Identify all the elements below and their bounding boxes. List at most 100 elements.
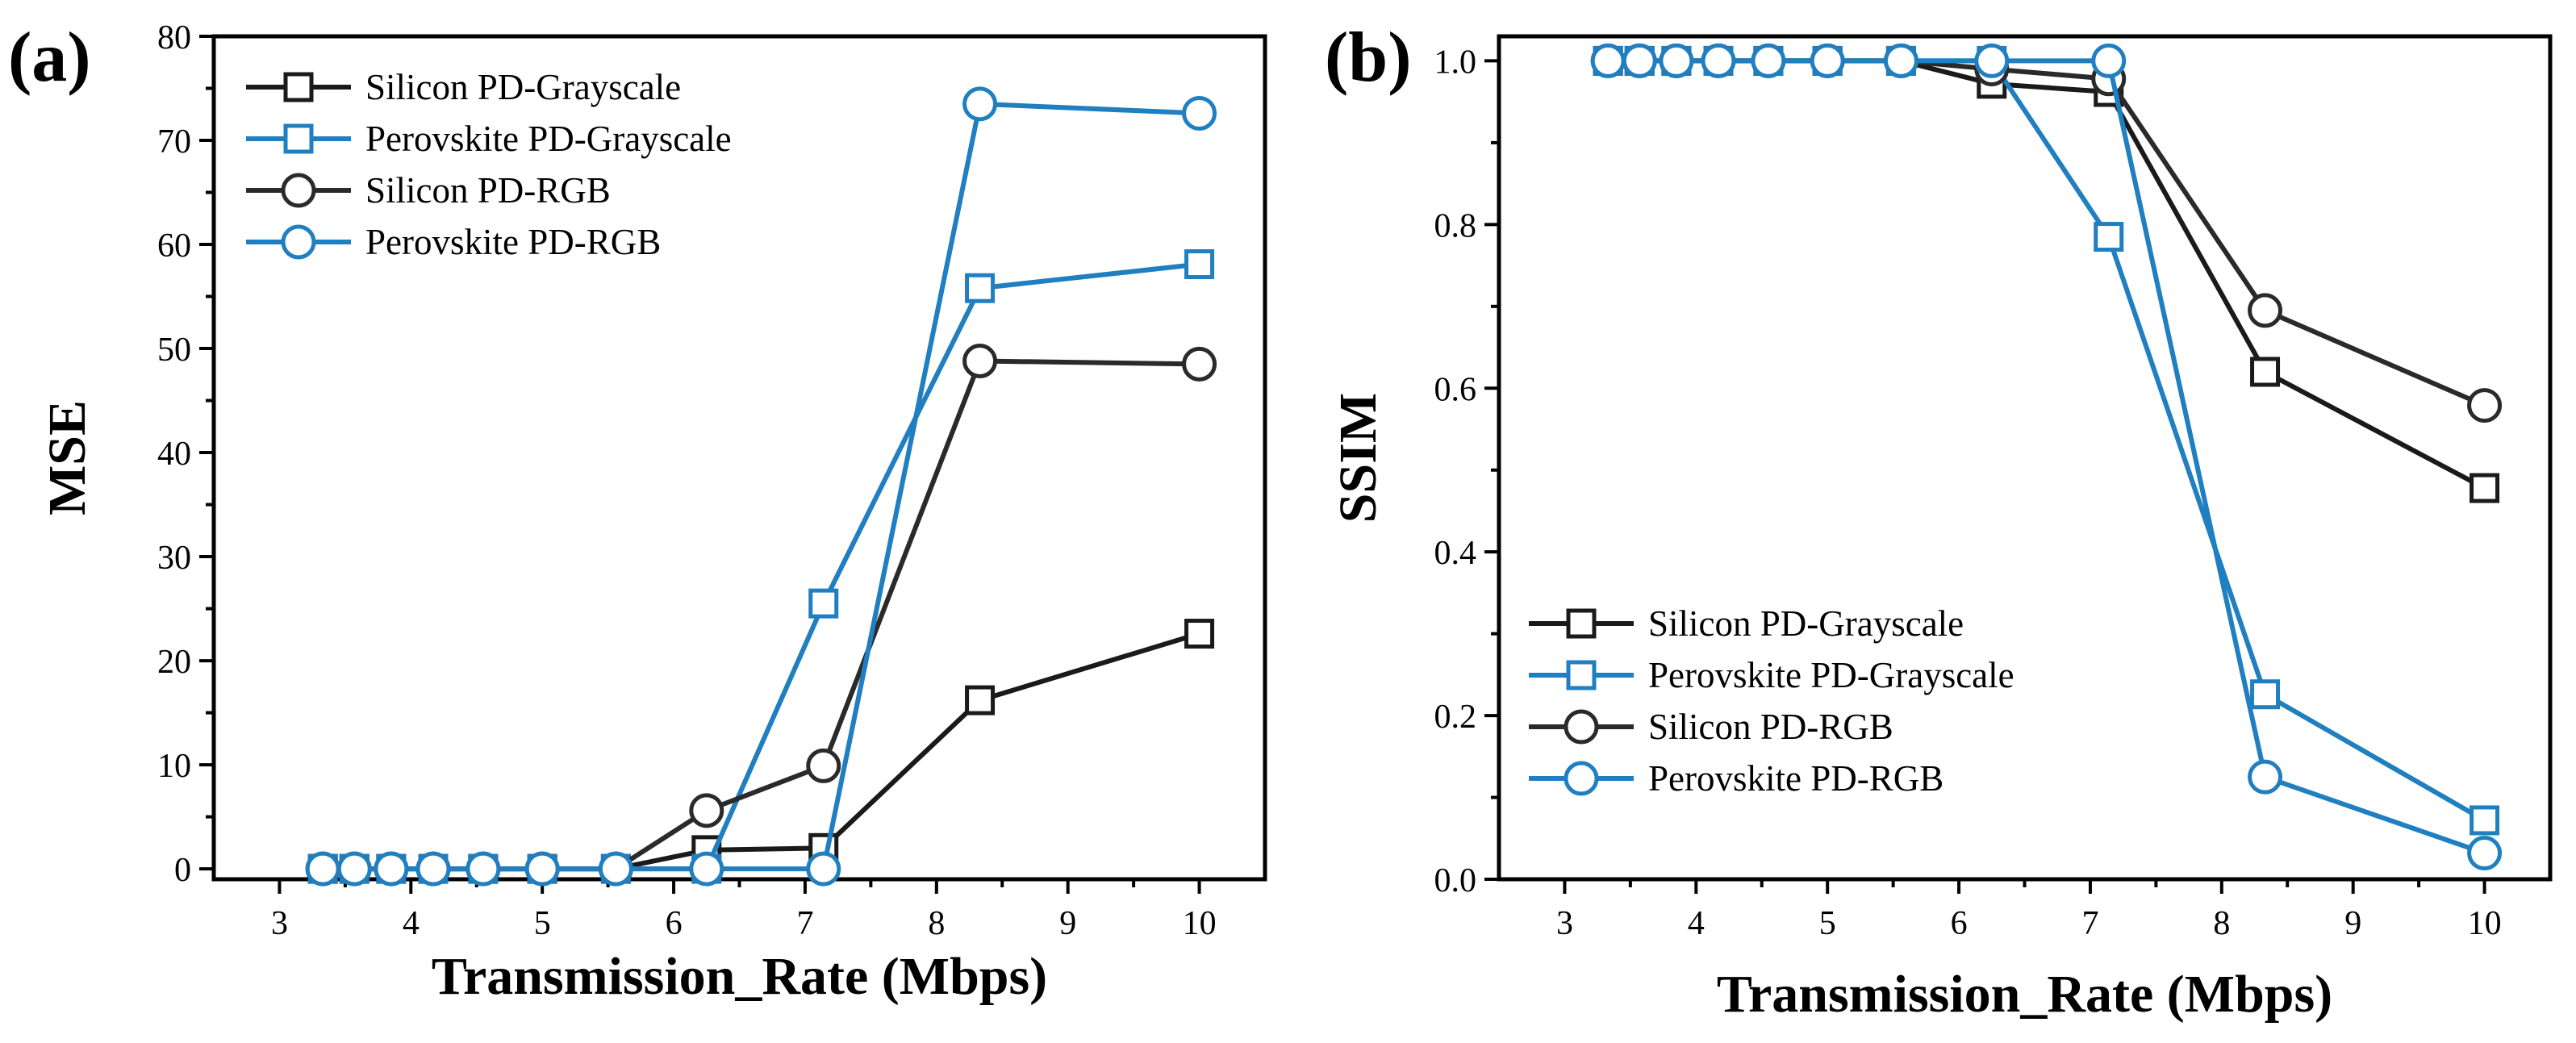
y-tick-label: 0.4 bbox=[1434, 535, 1477, 572]
data-point bbox=[965, 685, 996, 715]
x-tick-label: 9 bbox=[1059, 905, 1076, 942]
legend-marker bbox=[1566, 660, 1597, 690]
x-axis-title: Transmission_Rate (Mbps) bbox=[432, 947, 1047, 1006]
data-point bbox=[965, 273, 996, 303]
panel-b-ssim-chart: 3 4 5 6 7 8 9 10 0.0 0.2 0.4 0.6 0.8 1.0 Transmission_… bbox=[1325, 19, 2553, 1024]
data-point bbox=[2094, 222, 2124, 252]
y-tick-label: 0.0 bbox=[1434, 862, 1477, 899]
data-point bbox=[1810, 43, 1845, 78]
panel-label: (b) bbox=[1325, 19, 1412, 97]
y-tick-label: 10 bbox=[157, 748, 191, 785]
legend-marker bbox=[281, 224, 316, 260]
data-point bbox=[524, 851, 560, 887]
y-tick-label: 30 bbox=[157, 540, 191, 577]
plot-frame bbox=[211, 34, 1267, 882]
y-tick-label: 50 bbox=[157, 332, 191, 369]
legend-entry: Perovskite PD-Grayscale bbox=[365, 119, 732, 159]
data-point bbox=[808, 588, 839, 619]
data-point bbox=[2470, 473, 2500, 503]
y-tick-label: 40 bbox=[157, 436, 191, 473]
data-point bbox=[1883, 43, 1918, 78]
series-line bbox=[1608, 58, 2486, 408]
data-point bbox=[466, 851, 501, 887]
data-point bbox=[2470, 805, 2500, 836]
x-tick-label: 10 bbox=[2468, 905, 2502, 942]
legend-marker bbox=[281, 173, 316, 208]
data-point bbox=[2248, 293, 2283, 328]
legend-marker bbox=[283, 123, 314, 154]
data-point bbox=[1701, 43, 1736, 78]
data-point bbox=[2467, 388, 2503, 423]
legend-marker bbox=[1564, 709, 1599, 745]
data-point bbox=[1184, 249, 1215, 280]
plot-frame bbox=[1497, 34, 2553, 882]
legend-entry: Silicon PD-RGB bbox=[365, 170, 611, 211]
x-tick-label: 6 bbox=[1951, 905, 1968, 942]
y-tick-label: 0.8 bbox=[1434, 207, 1477, 244]
data-point bbox=[336, 851, 372, 887]
series-line bbox=[1608, 58, 2486, 490]
x-tick-label: 9 bbox=[2344, 905, 2361, 942]
legend: Silicon PD-Grayscale Perovskite PD-Graysc… bbox=[246, 67, 732, 262]
y-tick-label: 0 bbox=[174, 852, 191, 889]
data-point bbox=[1751, 43, 1786, 78]
x-tick-label: 7 bbox=[796, 905, 813, 942]
data-point bbox=[689, 793, 724, 828]
x-tick-label: 8 bbox=[928, 905, 945, 942]
series-line bbox=[323, 261, 1200, 872]
data-point bbox=[962, 86, 998, 122]
panel-a-mse-chart: 3 4 5 6 7 8 9 10 0 10 20 30 40 50 60 70 80 Transmission_R… bbox=[8, 19, 1267, 1006]
data-point bbox=[1184, 619, 1215, 649]
series-perovskite-pd-rgb bbox=[305, 86, 1217, 887]
data-point bbox=[1182, 346, 1217, 382]
x-axis-title: Transmission_Rate (Mbps) bbox=[1717, 965, 2332, 1024]
y-tick-label: 80 bbox=[157, 19, 191, 56]
y-tick-label: 0.6 bbox=[1434, 371, 1477, 408]
legend: Silicon PD-Grayscale Perovskite PD-Graysc… bbox=[1529, 603, 2014, 799]
legend-entry: Silicon PD-Grayscale bbox=[1648, 603, 1964, 644]
legend-entry: Silicon PD-RGB bbox=[1648, 707, 1893, 747]
x-tick-label: 5 bbox=[1819, 905, 1836, 942]
data-point bbox=[962, 344, 998, 379]
series-silicon-pd-grayscale bbox=[1593, 45, 2500, 503]
panel-label: (a) bbox=[8, 19, 91, 97]
data-point bbox=[1590, 43, 1626, 78]
legend-entry: Silicon PD-Grayscale bbox=[365, 67, 681, 107]
data-point bbox=[374, 851, 409, 887]
x-tick-label: 4 bbox=[403, 905, 420, 942]
data-point bbox=[305, 851, 340, 887]
data-point bbox=[2250, 357, 2281, 387]
data-point bbox=[2250, 679, 2281, 710]
data-point bbox=[1182, 95, 1217, 131]
data-point bbox=[2248, 759, 2283, 795]
y-tick-label: 20 bbox=[157, 644, 191, 681]
series-line bbox=[323, 101, 1200, 872]
data-point bbox=[689, 851, 724, 887]
data-point bbox=[806, 748, 841, 783]
y-tick-label: 1.0 bbox=[1434, 44, 1477, 81]
series-silicon-pd-grayscale bbox=[307, 619, 1215, 884]
y-axis-title: MSE bbox=[38, 400, 97, 515]
series-perovskite-pd-rgb bbox=[1590, 43, 2503, 871]
data-point bbox=[1659, 43, 1694, 78]
data-point bbox=[598, 851, 633, 887]
data-point bbox=[415, 851, 451, 887]
data-point bbox=[2091, 43, 2127, 78]
data-point bbox=[1974, 43, 2010, 78]
series-silicon-pd-rgb bbox=[305, 344, 1217, 887]
legend-marker bbox=[1566, 608, 1597, 639]
data-point bbox=[2467, 836, 2503, 871]
x-tick-label: 4 bbox=[1688, 905, 1705, 942]
legend-entry: Perovskite PD-RGB bbox=[365, 222, 661, 262]
series-line bbox=[323, 631, 1200, 872]
y-axis-title: SSIM bbox=[1329, 393, 1388, 523]
x-tick-label: 6 bbox=[666, 905, 683, 942]
x-tick-label: 7 bbox=[2081, 905, 2098, 942]
y-tick-label: 60 bbox=[157, 227, 191, 265]
x-tick-label: 5 bbox=[534, 905, 551, 942]
series-silicon-pd-rgb bbox=[1590, 43, 2503, 423]
y-tick-label: 0.2 bbox=[1434, 699, 1477, 736]
data-point bbox=[1622, 43, 1657, 78]
data-point bbox=[806, 851, 841, 887]
